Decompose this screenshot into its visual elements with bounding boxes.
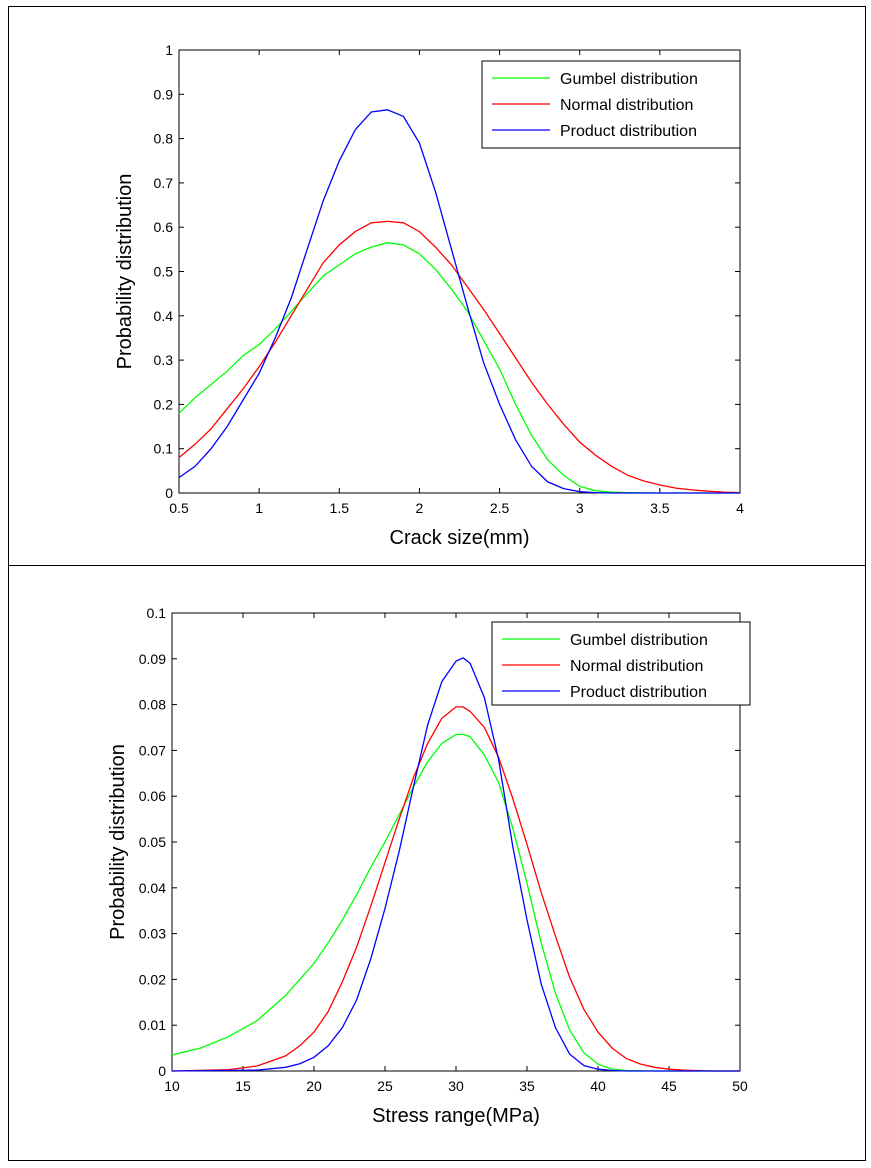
- chart-panel-stress-range: 10 15 20 25 30 35 40 45 50 0 0.01 0.02 0.03 0.04 0.05 0…: [8, 565, 866, 1161]
- legend-label: Normal distribution: [570, 658, 703, 675]
- series-line-gumbel: [178, 242, 740, 494]
- x-tick-label: 1.5: [330, 500, 350, 516]
- y-tick-label: 1: [165, 42, 173, 58]
- y-axis-title: Probability distribution: [114, 174, 136, 370]
- y-tick-label: 0.4: [154, 308, 174, 324]
- x-tick-label: 10: [164, 1078, 180, 1094]
- x-axis-title: Stress range(MPa): [372, 1105, 540, 1127]
- chart-panel-crack-size: 0.5 1 1.5 2 2.5 3 3.5 4 0 0.1 0.2 0.3 0.4 0.5 0.6 0.7 0.…: [8, 6, 866, 566]
- legend-label: Gumbel distribution: [570, 632, 708, 649]
- x-tick-label: 2.5: [490, 500, 510, 516]
- series-line-normal: [171, 706, 740, 1072]
- y-tick-label: 0.07: [139, 742, 166, 758]
- legend-label: Product distribution: [560, 123, 697, 140]
- x-tick-label: 50: [732, 1078, 748, 1094]
- x-tick-label: 4: [736, 500, 744, 516]
- x-tick-label: 40: [590, 1078, 606, 1094]
- x-axis-title: Crack size(mm): [390, 527, 530, 549]
- legend-label: Product distribution: [570, 684, 707, 701]
- y-axis-title: Probability distribution: [107, 744, 129, 940]
- series-line-product: [171, 657, 740, 1072]
- y-tick-label: 0.02: [139, 971, 166, 987]
- y-tick-label: 0.05: [139, 834, 166, 850]
- y-tick-label: 0.8: [154, 131, 174, 147]
- legend-label: Normal distribution: [560, 97, 693, 114]
- series-line-product: [178, 109, 740, 494]
- y-tick-label: 0.03: [139, 926, 166, 942]
- x-tick-label: 15: [235, 1078, 251, 1094]
- y-tick-label: 0.3: [154, 352, 174, 368]
- y-tick-label: 0.1: [147, 605, 167, 621]
- x-tick-label: 45: [661, 1078, 677, 1094]
- x-tick-label: 20: [306, 1078, 322, 1094]
- legend: Gumbel distribution Normal distribution Pr…: [491, 621, 751, 706]
- y-tick-label: 0.6: [154, 219, 174, 235]
- x-tick-label: 30: [448, 1078, 464, 1094]
- x-tick-label: 3.5: [650, 500, 670, 516]
- legend: Gumbel distribution Normal distribution Pr…: [481, 60, 741, 149]
- chart-stress-range: 10 15 20 25 30 35 40 45 50 0 0.01 0.02 0.03 0.04 0.05 0…: [107, 605, 751, 1127]
- x-tick-label: 35: [519, 1078, 535, 1094]
- y-tick-label: 0.08: [139, 697, 166, 713]
- y-tick-label: 0: [165, 485, 173, 501]
- x-tick-label: 3: [576, 500, 584, 516]
- y-tick-label: 0.09: [139, 651, 166, 667]
- x-tick-label: 25: [377, 1078, 393, 1094]
- legend-label: Gumbel distribution: [560, 71, 698, 88]
- y-tick-label: 0.9: [154, 86, 174, 102]
- y-tick-label: 0.7: [154, 175, 174, 191]
- x-tick-label: 2: [416, 500, 424, 516]
- y-tick-label: 0.5: [154, 264, 174, 280]
- y-tick-label: 0: [158, 1063, 166, 1079]
- series-line-gumbel: [171, 733, 740, 1072]
- y-tick-label: 0.2: [154, 396, 174, 412]
- x-tick-label: 0.5: [169, 500, 189, 516]
- chart-crack-size: 0.5 1 1.5 2 2.5 3 3.5 4 0 0.1 0.2 0.3 0.4 0.5 0.6 0.7 0.…: [114, 42, 744, 549]
- x-tick-label: 1: [255, 500, 263, 516]
- y-tick-label: 0.04: [139, 880, 166, 896]
- y-tick-label: 0.01: [139, 1017, 166, 1033]
- y-tick-label: 0.1: [154, 441, 174, 457]
- y-tick-label: 0.06: [139, 788, 166, 804]
